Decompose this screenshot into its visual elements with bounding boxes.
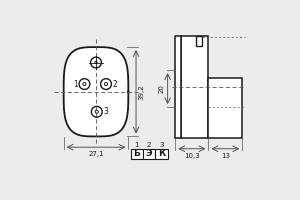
Text: 20: 20 [158, 84, 164, 93]
Bar [155, 149, 168, 159]
Text: 2: 2 [113, 80, 118, 89]
Bar [175, 36, 182, 138]
Bar [182, 36, 208, 138]
Text: Б: Б [134, 149, 140, 158]
Bar [208, 78, 242, 138]
Text: 10,3: 10,3 [184, 153, 200, 159]
Text: 2: 2 [147, 142, 151, 148]
Bar [143, 149, 155, 159]
Bar [196, 36, 202, 46]
Text: Э: Э [146, 149, 152, 158]
Text: 1: 1 [135, 142, 139, 148]
Text: 13: 13 [221, 153, 230, 159]
Text: 3: 3 [159, 142, 164, 148]
Text: К: К [158, 149, 165, 158]
Text: 27,1: 27,1 [88, 151, 104, 157]
Polygon shape [64, 47, 128, 136]
Text: 39,2: 39,2 [138, 84, 144, 100]
Bar [131, 149, 143, 159]
Text: 1: 1 [73, 80, 77, 89]
Text: 3: 3 [104, 107, 109, 116]
